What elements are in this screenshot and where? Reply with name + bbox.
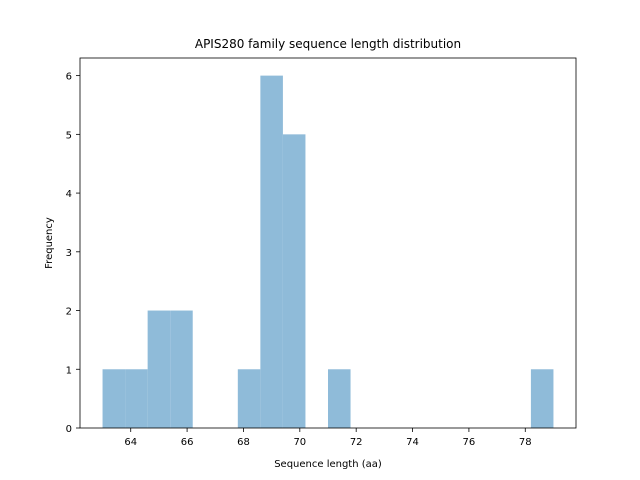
histogram-bar-7 [260, 75, 283, 428]
y-tick-label: 5 [66, 130, 72, 141]
x-tick-label: 68 [237, 437, 250, 448]
histogram-bar-3 [170, 310, 193, 428]
x-axis-label: Sequence length (aa) [274, 459, 382, 470]
y-tick-label: 4 [66, 189, 72, 200]
y-axis-ticks: 0 1 2 3 4 5 6 [66, 72, 80, 435]
histogram-bar-10 [328, 369, 351, 428]
x-tick-label: 76 [463, 437, 476, 448]
histogram-bar-19 [530, 369, 554, 428]
y-tick-label: 3 [66, 248, 72, 259]
histogram-bar-0 [102, 369, 126, 428]
y-axis-label: Frequency [44, 217, 55, 269]
x-tick-label: 64 [124, 437, 137, 448]
chart-title: APIS280 family sequence length distribut… [195, 37, 461, 51]
y-tick-label: 1 [66, 365, 72, 376]
plot-frame [79, 57, 577, 429]
y-tick-label: 0 [66, 424, 72, 435]
histogram-bar-6 [237, 369, 261, 428]
bars-group [102, 75, 554, 428]
y-tick-label: 2 [66, 307, 72, 318]
x-tick-label: 74 [406, 437, 419, 448]
x-tick-label: 70 [293, 437, 306, 448]
histogram-bar-2 [147, 310, 171, 428]
x-tick-label: 66 [181, 437, 194, 448]
histogram-bar-1 [125, 369, 148, 428]
x-axis-ticks: 64 66 68 70 72 74 76 78 [124, 428, 532, 448]
y-tick-label: 6 [66, 72, 72, 83]
x-tick-label: 78 [519, 437, 532, 448]
histogram-bar-8 [282, 134, 306, 428]
x-tick-label: 72 [350, 437, 363, 448]
